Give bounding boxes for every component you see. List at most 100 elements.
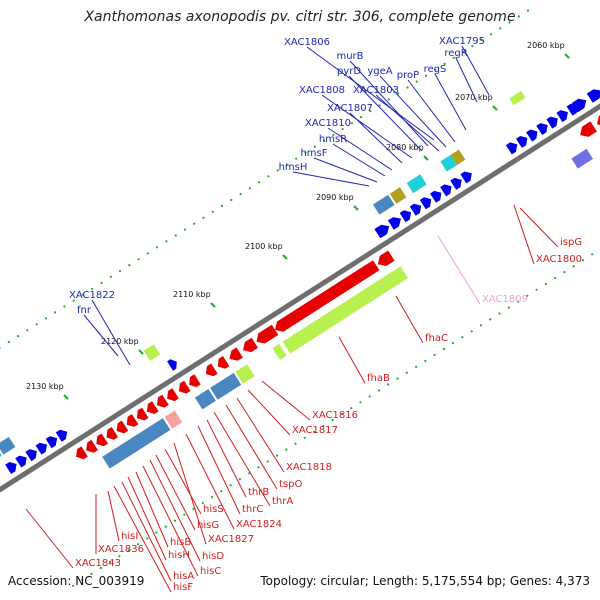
- scale-dot: [174, 234, 177, 237]
- scale-dot: [63, 305, 66, 308]
- scale-dot: [508, 21, 511, 24]
- reverse-gene-label: hisG: [197, 520, 219, 531]
- reverse-gene-label: hisC: [200, 566, 221, 577]
- forward-gene: [387, 217, 401, 230]
- scale-dot: [26, 329, 29, 332]
- reverse-gene-label-leader: [185, 433, 235, 530]
- scale-dot: [369, 110, 372, 113]
- forward-gene: [409, 203, 422, 216]
- scale-dot: [424, 359, 427, 362]
- scale-dot: [238, 478, 241, 481]
- reverse-gene-label: hisS: [203, 504, 224, 515]
- scale-dot: [266, 460, 269, 463]
- scale-dot: [415, 365, 418, 368]
- scale-dot: [387, 98, 390, 101]
- scale-dot: [248, 187, 251, 190]
- forward-gene: [571, 98, 587, 113]
- feature-block: [0, 452, 2, 457]
- reverse-gene: [217, 356, 230, 369]
- forward-gene: [516, 136, 528, 148]
- scale-dot: [71, 584, 75, 587]
- genome-backbone: [0, 103, 600, 493]
- forward-gene: [546, 116, 558, 129]
- scale-dot: [322, 424, 325, 428]
- scale-dot: [350, 122, 353, 125]
- forward-gene: [167, 359, 177, 371]
- reverse-gene: [76, 446, 88, 460]
- reverse-gene-label-leader: [338, 336, 366, 384]
- tick-mark: [282, 254, 288, 260]
- reverse-gene-label: fhaC: [425, 333, 448, 344]
- scale-dot: [146, 537, 149, 540]
- reverse-gene-label-leader: [135, 471, 169, 548]
- reverse-gene-label-leader: [25, 508, 74, 569]
- reverse-gene-label-leader: [107, 490, 120, 542]
- tick-mark: [353, 205, 359, 211]
- reverse-gene-label-leader: [155, 454, 196, 531]
- scale-dot: [433, 353, 436, 356]
- reverse-gene-label: hisB: [170, 537, 191, 548]
- forward-gene: [586, 89, 600, 103]
- forward-gene: [45, 436, 58, 449]
- reverse-gene-label: thrC: [242, 504, 263, 515]
- tick-label: 2100 kbp: [245, 242, 283, 251]
- scale-dot: [377, 389, 381, 392]
- scale-dot: [44, 317, 48, 320]
- scale-dot: [498, 312, 501, 315]
- scale-dot: [54, 311, 57, 314]
- reverse-gene-label: hisD: [202, 551, 224, 562]
- scale-dot: [378, 104, 381, 107]
- reverse-gene-label-leader: [164, 448, 202, 515]
- reverse-gene-label: hisH: [168, 550, 190, 561]
- forward-gene-label: proP: [397, 70, 419, 81]
- forward-gene-label: hmsF: [300, 148, 327, 159]
- forward-gene-label-leader: [375, 94, 440, 152]
- tick-label: 2090 kbp: [316, 193, 354, 202]
- forward-gene-label-leader: [91, 299, 131, 366]
- scale-dot: [202, 216, 205, 219]
- scale-dot: [397, 92, 400, 95]
- reverse-gene-label: XAC1818: [286, 462, 332, 473]
- scale-dot: [526, 9, 530, 12]
- feature-block: [164, 410, 183, 429]
- feature-block: [406, 174, 427, 194]
- feature-block: [102, 418, 171, 469]
- scale-dot: [193, 222, 196, 225]
- scale-dot: [442, 347, 445, 351]
- scale-dot: [285, 448, 288, 451]
- forward-gene: [374, 224, 390, 239]
- scale-dot: [489, 318, 492, 321]
- scale-dot: [332, 133, 335, 136]
- scale-dot: [480, 39, 483, 42]
- scale-dot: [313, 145, 316, 148]
- reverse-gene-label-leader: [247, 389, 291, 436]
- reverse-gene-label-leader: [149, 459, 201, 562]
- scale-dot: [127, 549, 130, 552]
- pink-gene-label-leader: [437, 235, 481, 305]
- scale-dot: [128, 264, 131, 267]
- scale-dot: [81, 293, 84, 296]
- scale-dot: [489, 33, 492, 36]
- scale-dot: [294, 442, 297, 445]
- forward-gene-label: XAC1808: [299, 85, 345, 96]
- tick-mark: [423, 155, 429, 161]
- feature-block: [0, 436, 16, 455]
- feature-block: [143, 344, 161, 361]
- forward-gene-label: hmsR: [319, 134, 347, 145]
- scale-dot: [211, 210, 214, 213]
- tick-label: 2070 kbp: [455, 93, 493, 102]
- scale-dot: [340, 413, 343, 416]
- scale-dot: [276, 169, 279, 172]
- scale-dot: [424, 74, 428, 77]
- scale-dot: [406, 86, 409, 89]
- feature-block: [373, 194, 395, 215]
- reverse-gene: [377, 250, 395, 266]
- forward-gene-label: XAC1810: [305, 118, 351, 129]
- tick-label: 2130 kbp: [26, 382, 64, 391]
- scale-dot: [109, 275, 112, 278]
- scale-dot: [90, 572, 93, 576]
- scale-dot: [499, 27, 502, 30]
- reverse-gene-label-leader: [519, 207, 559, 248]
- reverse-gene-label: fhaB: [367, 373, 390, 384]
